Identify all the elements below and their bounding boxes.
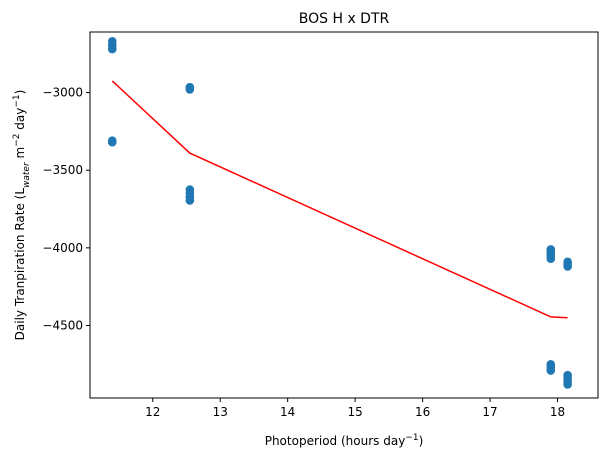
y-axis-label-suffix: ) (13, 90, 27, 95)
scatter-point-11 (185, 196, 195, 205)
x-tick-label: 12 (145, 405, 160, 419)
x-tick-label: 15 (347, 405, 362, 419)
x-axis-ticks: 12 13 14 15 16 17 18 (145, 398, 565, 419)
plot-area (107, 37, 572, 389)
x-tick-label: 16 (415, 405, 430, 419)
scatter-point-21 (563, 262, 572, 271)
y-axis-label-sup1: −2 (12, 134, 22, 147)
y-tick-label: −4500 (42, 318, 83, 332)
y-tick-label: −4000 (42, 241, 83, 255)
y-axis-label-middle1: m (13, 147, 27, 163)
x-tick-label: 17 (482, 405, 497, 419)
scatter-point-25 (563, 380, 572, 389)
y-axis-label-prefix: Daily Tranpiration Rate (L (13, 188, 27, 341)
y-axis-label-sub: water (22, 161, 32, 188)
scatter-point-3 (107, 44, 117, 54)
x-tick-label: 13 (213, 405, 228, 419)
x-axis-label: Photoperiod (hours day−1) (265, 433, 424, 448)
x-axis-label-suffix: ) (419, 434, 424, 448)
scatter-point-18 (546, 366, 556, 375)
scatter-point-15 (546, 254, 556, 264)
x-axis-label-sup: −1 (405, 433, 418, 443)
plot-frame (89, 31, 599, 399)
y-axis-label: Daily Tranpiration Rate (Lwater m−2 day−… (12, 90, 32, 341)
y-axis-ticks: −3000 −3500 −4000 −4500 (42, 86, 90, 332)
y-tick-label: −3000 (42, 86, 83, 100)
chart-title: BOS H x DTR (299, 11, 390, 27)
scatter-point-7 (185, 85, 195, 94)
y-tick-label: −3500 (42, 163, 83, 177)
x-tick-label: 18 (550, 405, 565, 419)
trend-line (111, 80, 568, 319)
x-tick-label: 14 (280, 405, 295, 419)
x-axis-label-prefix: Photoperiod (hours day (265, 434, 406, 448)
scatter-point-5 (107, 137, 117, 147)
y-axis-label-middle2: day (13, 108, 27, 134)
y-axis-label-sup2: −1 (12, 94, 22, 107)
